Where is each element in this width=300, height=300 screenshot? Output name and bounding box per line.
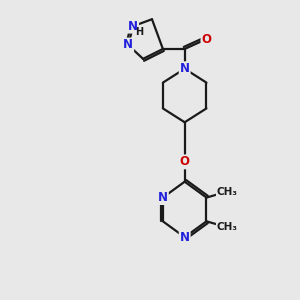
Text: N: N xyxy=(128,20,138,33)
Text: H: H xyxy=(135,27,143,37)
Text: N: N xyxy=(180,231,190,244)
Text: O: O xyxy=(202,32,212,46)
Text: N: N xyxy=(180,62,190,75)
Text: N: N xyxy=(123,38,133,52)
Text: CH₃: CH₃ xyxy=(217,187,238,196)
Text: CH₃: CH₃ xyxy=(217,222,238,232)
Text: O: O xyxy=(180,155,190,168)
Text: N: N xyxy=(158,191,168,204)
